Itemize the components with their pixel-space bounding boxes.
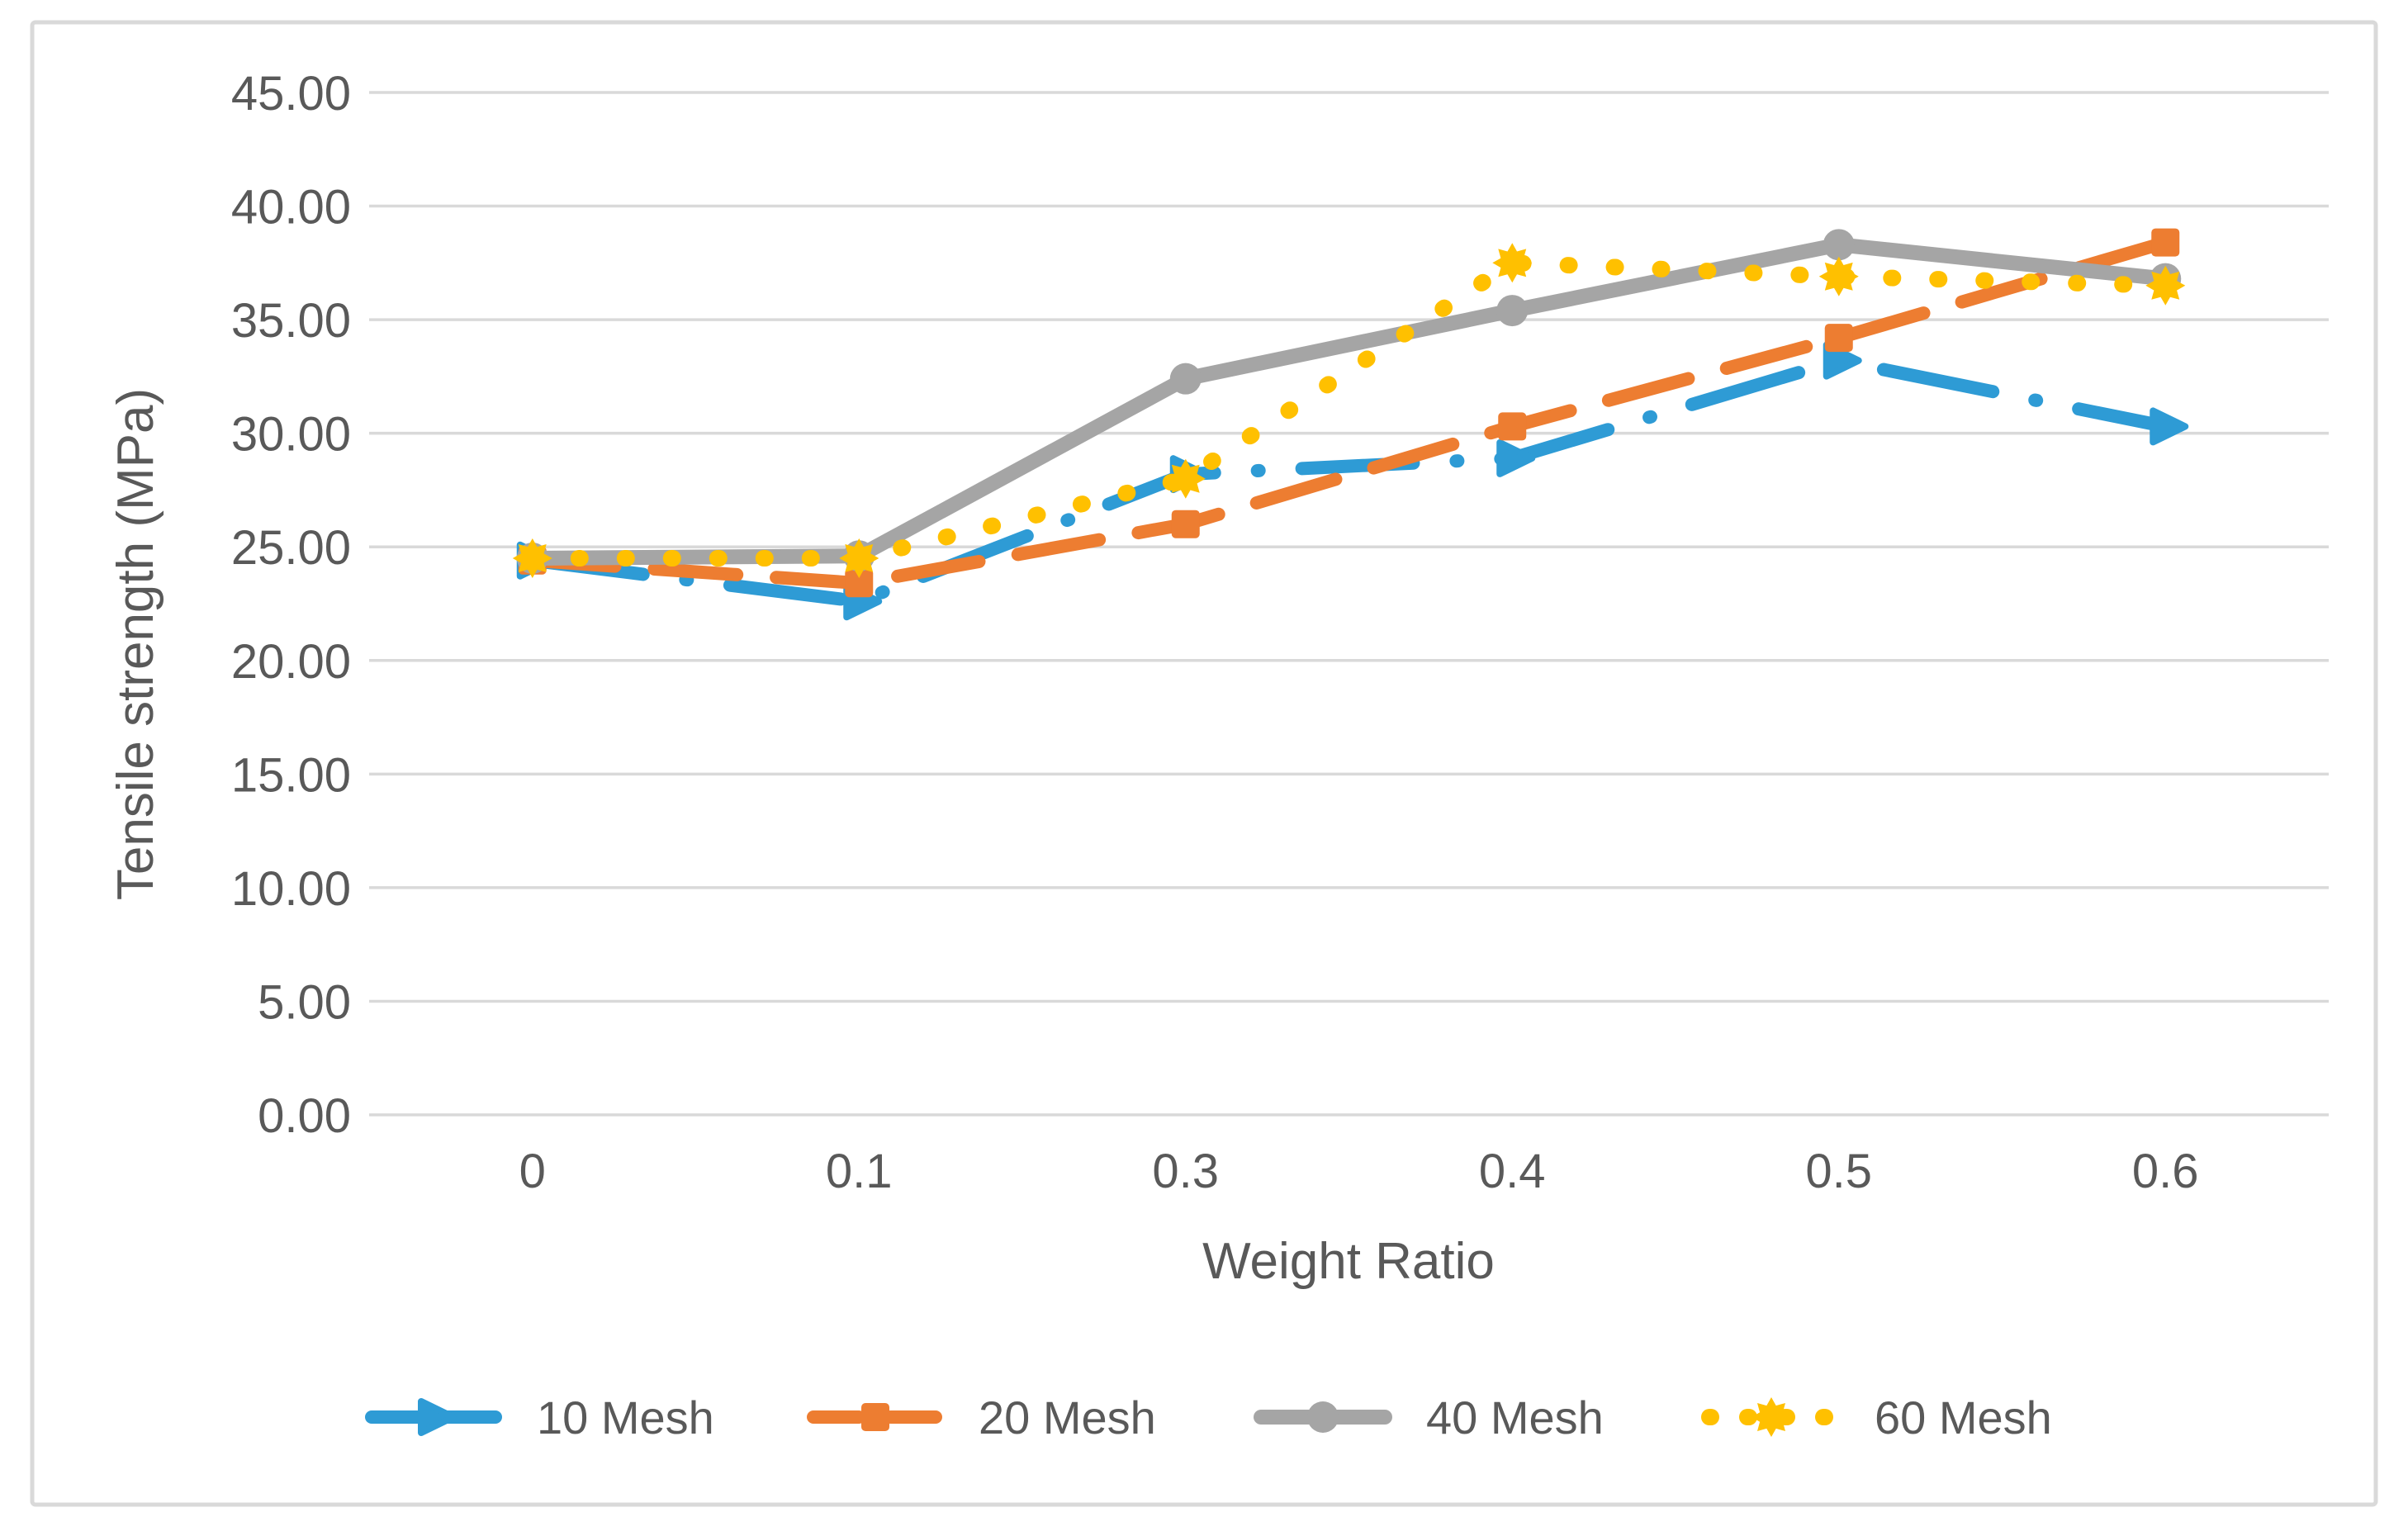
x-tick-label-0.6: 0.6: [2132, 1145, 2199, 1198]
series-marker-20-mesh-0.3: [1171, 510, 1200, 538]
x-tick-label-0.1: 0.1: [826, 1145, 893, 1198]
series-marker-60-mesh-0.1: [839, 538, 879, 578]
series-marker-20-mesh-0.6: [2151, 228, 2180, 257]
series-marker-60-mesh-0.3: [1165, 458, 1206, 499]
series-line-10-mesh: [525, 353, 2173, 609]
series-line-20-mesh: [525, 235, 2173, 590]
series-marker-60-mesh-0.6: [2145, 265, 2186, 306]
series-marker-60-mesh-0.4: [1492, 243, 1533, 283]
y-tick-label-15.00: 15.00: [231, 748, 351, 802]
legend-item-10-mesh: 10 Mesh: [365, 1391, 714, 1444]
y-tick-label-40.00: 40.00: [231, 181, 351, 235]
x-axis-tick-labels: 0 0.1 0.3 0.4 0.5 0.6: [519, 1145, 2199, 1198]
legend-item-20-mesh: 20 Mesh: [807, 1391, 1156, 1444]
series-marker-20-mesh-0.4: [1498, 412, 1527, 441]
series-60-mesh: [512, 243, 2186, 578]
x-tick-label-0.4: 0.4: [1479, 1145, 1546, 1198]
y-tick-label-30.00: 30.00: [231, 408, 351, 462]
x-tick-label-0: 0: [519, 1145, 546, 1198]
series-marker-10-mesh-0.4: [1496, 439, 1536, 477]
legend-marker-60-mesh: [1751, 1397, 1791, 1437]
legend-label-40-mesh: 40 Mesh: [1426, 1391, 1604, 1444]
x-axis-title: Weight Ratio: [1202, 1233, 1495, 1290]
legend-label-20-mesh: 20 Mesh: [979, 1391, 1156, 1444]
legend-item-40-mesh: 40 Mesh: [1254, 1391, 1604, 1444]
series-marker-10-mesh-0.5: [1823, 341, 1862, 380]
chart-border: [30, 20, 2378, 1507]
series-marker-40-mesh-0.3: [1169, 363, 1202, 395]
series-marker-20-mesh-0.1: [845, 569, 874, 598]
series-marker-40-mesh-0.4: [1496, 295, 1529, 327]
x-tick-label-0.3: 0.3: [1152, 1145, 1219, 1198]
y-tick-label-45.00: 45.00: [231, 67, 351, 121]
series-marker-20-mesh-0.5: [1824, 324, 1853, 353]
series-line-60-mesh: [524, 254, 2174, 567]
y-tick-label-5.00: 5.00: [258, 975, 351, 1029]
y-tick-label-10.00: 10.00: [231, 862, 351, 916]
y-tick-label-0.00: 0.00: [258, 1089, 351, 1143]
series-marker-60-mesh-0: [512, 538, 552, 578]
legend-label-60-mesh: 60 Mesh: [1875, 1391, 2052, 1444]
y-tick-label-20.00: 20.00: [231, 635, 351, 689]
legend: 10 Mesh 20 Mesh 40 Mesh 60 Mesh: [365, 1391, 2052, 1444]
x-tick-label-0.5: 0.5: [1805, 1145, 1872, 1198]
legend-marker-20-mesh: [861, 1403, 889, 1431]
y-tick-label-25.00: 25.00: [231, 521, 351, 575]
legend-item-60-mesh: 60 Mesh: [1701, 1391, 2052, 1444]
series-marker-10-mesh-0.6: [2150, 407, 2189, 446]
series-marker-40-mesh-0.5: [1823, 229, 1855, 261]
legend-marker-10-mesh: [418, 1398, 457, 1436]
gridlines: [369, 91, 2329, 1116]
y-axis-tick-labels: 0.00 5.00 10.00 15.00 20.00 25.00 30.00 35.00 40…: [231, 67, 351, 1143]
y-tick-label-35.00: 35.00: [231, 294, 351, 348]
legend-label-10-mesh: 10 Mesh: [537, 1391, 714, 1444]
y-axis-title: Tensile strength (MPa): [107, 388, 164, 900]
legend-marker-40-mesh: [1307, 1401, 1339, 1433]
series-marker-60-mesh-0.5: [1818, 256, 1859, 296]
